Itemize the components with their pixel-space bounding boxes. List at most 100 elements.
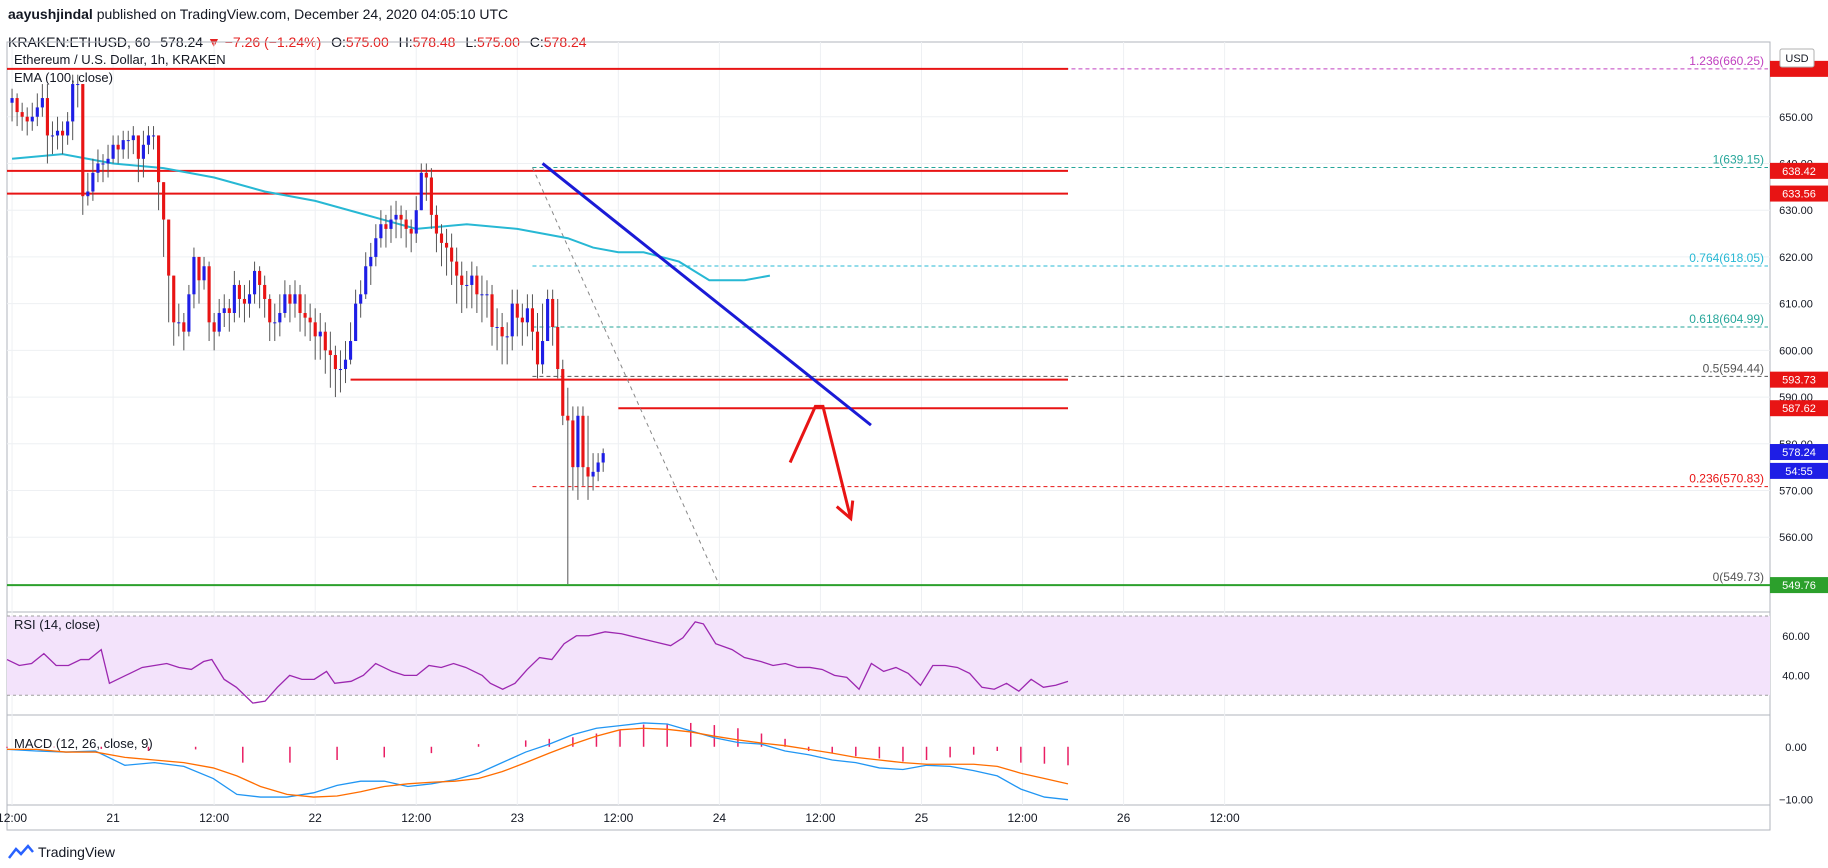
candle-body	[419, 172, 423, 211]
fib-level-label: 0.618(604.99)	[1689, 312, 1764, 326]
candle-down	[551, 289, 555, 346]
candle-up	[202, 256, 206, 290]
candle-body	[197, 256, 201, 281]
time-tick-label: 12:00	[603, 811, 633, 825]
candle-body	[187, 294, 191, 332]
candle-body	[591, 471, 595, 477]
candle-body	[116, 144, 120, 150]
price-axis-tag-label: 549.76	[1782, 580, 1816, 592]
projection-arrow	[788, 404, 853, 519]
candle-down	[197, 256, 201, 304]
candle-body	[404, 219, 408, 229]
candle-down	[409, 219, 413, 253]
candle-up	[50, 121, 55, 155]
candle-body	[293, 294, 297, 304]
candle-up	[86, 172, 90, 206]
candle-down	[237, 280, 241, 318]
candle-up	[55, 116, 60, 150]
candle-body	[485, 294, 489, 296]
currency-box[interactable]	[1779, 48, 1815, 68]
price-pane-title: Ethereum / U.S. Dollar, 1h, KRAKEN	[14, 52, 226, 67]
ema-line	[11, 153, 771, 282]
candle-body	[333, 355, 337, 370]
candle-down	[162, 182, 166, 257]
candle-body	[364, 266, 368, 295]
candle-up	[192, 247, 196, 309]
candle-up	[348, 322, 353, 365]
price-axis-tag	[1770, 162, 1828, 179]
candle-down	[556, 298, 560, 379]
time-tick-label: 12:00	[401, 811, 431, 825]
candle-body	[313, 322, 317, 337]
candle-up	[495, 308, 499, 351]
candle-down	[399, 205, 403, 239]
candle-up	[591, 453, 595, 491]
candle-up	[217, 298, 221, 337]
price-axis-tag	[1770, 577, 1828, 594]
candle-up	[30, 102, 34, 131]
candle-up	[480, 275, 484, 323]
candle-body	[15, 98, 19, 113]
candle-body	[328, 350, 332, 356]
price-axis-tag	[1770, 371, 1828, 388]
candle-body	[505, 336, 509, 338]
candle-down	[172, 275, 176, 346]
candle-body	[374, 238, 378, 257]
candle-body	[556, 327, 560, 370]
candle-body	[323, 331, 327, 351]
candle-body	[348, 341, 353, 360]
time-tick-label: 12:00	[1210, 811, 1240, 825]
candle-body	[581, 415, 585, 468]
candle-down	[384, 214, 388, 248]
candle-down	[61, 121, 65, 155]
candle-body	[439, 233, 444, 243]
candle-down	[455, 247, 459, 304]
candle-down	[323, 322, 327, 374]
candle-up	[146, 126, 151, 155]
rsi-band	[7, 615, 1770, 696]
candle-down	[182, 312, 186, 351]
candle-down	[500, 312, 504, 365]
candle-body	[242, 298, 247, 304]
candle-body	[217, 312, 221, 332]
candle-body	[429, 177, 433, 215]
candle-body	[394, 214, 398, 220]
candle-body	[55, 130, 60, 136]
candle-body	[177, 322, 181, 324]
candle-down	[333, 345, 337, 398]
time-tick-label: 21	[106, 811, 120, 825]
candle-body	[546, 298, 550, 342]
candle-body	[338, 369, 343, 371]
candle-body	[561, 369, 565, 416]
candle-body	[126, 140, 130, 142]
candle-down	[313, 308, 317, 360]
candle-down	[490, 284, 494, 346]
candle-body	[359, 294, 363, 304]
candle-body	[45, 98, 49, 136]
candle-body	[465, 284, 469, 286]
author-name[interactable]: aayushjindal	[8, 6, 93, 22]
candle-up	[465, 270, 469, 309]
candle-down	[20, 102, 24, 131]
candle-body	[535, 331, 540, 365]
tradingview-brand[interactable]: TradingView	[38, 844, 116, 860]
candle-down	[434, 205, 439, 253]
candle-body	[141, 144, 145, 159]
candle-body	[515, 303, 519, 318]
candle-up	[141, 130, 145, 178]
price-axis-tag-label: 54:55	[1785, 466, 1813, 478]
candle-body	[455, 261, 459, 276]
price-axis-tag-label: 633.56	[1782, 189, 1816, 201]
time-tick-label: 26	[1117, 811, 1131, 825]
fib-level-label: 1(639.15)	[1713, 152, 1764, 166]
candle-body	[525, 308, 529, 323]
time-tick-label: 12:00	[1008, 811, 1038, 825]
candle-body	[66, 121, 70, 136]
candle-down	[404, 210, 408, 248]
candle-down	[530, 294, 535, 351]
candle-body	[303, 312, 307, 318]
candle-up	[394, 200, 398, 239]
price-axis-tag-label: 587.62	[1782, 403, 1816, 415]
candle-body	[283, 294, 287, 313]
